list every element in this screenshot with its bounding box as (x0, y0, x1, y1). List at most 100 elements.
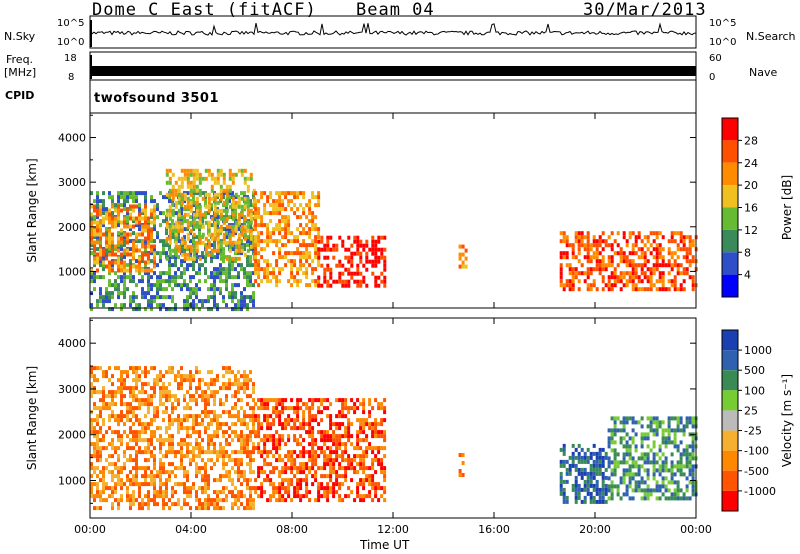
data-cell (153, 378, 156, 383)
data-cell (269, 422, 273, 427)
data-cell (189, 442, 192, 447)
data-cell (198, 450, 201, 455)
data-cell (210, 458, 213, 463)
data-cell (676, 416, 680, 421)
data-cell (362, 478, 366, 483)
data-cell (129, 418, 132, 423)
data-cell (135, 498, 138, 503)
data-cell (347, 430, 351, 435)
data-cell (281, 255, 285, 260)
data-cell (308, 243, 312, 248)
data-cell (685, 424, 689, 429)
data-cell (111, 232, 114, 237)
data-cell (201, 196, 205, 201)
data-cell (676, 448, 680, 453)
data-cell (159, 450, 162, 455)
data-cell (299, 482, 303, 487)
data-cell (237, 410, 240, 415)
data-cell (180, 374, 183, 379)
data-cell (296, 490, 300, 495)
data-cell (216, 454, 219, 459)
data-cell (120, 470, 123, 475)
data-cell (231, 291, 234, 296)
data-cell (652, 472, 656, 477)
data-cell (243, 438, 246, 443)
data-cell (234, 224, 238, 229)
data-cell (123, 248, 126, 253)
data-cell (120, 382, 123, 387)
data-cell (383, 406, 387, 411)
data-cell (299, 215, 303, 220)
data-cell (317, 482, 321, 487)
data-cell (168, 442, 171, 447)
data-cell (688, 480, 692, 485)
data-cell (153, 199, 156, 204)
data-cell (673, 259, 677, 264)
data-cell (299, 243, 303, 248)
data-cell (655, 263, 659, 268)
data-cell (147, 410, 150, 415)
data-cell (583, 455, 587, 460)
data-cell (216, 176, 220, 181)
data-cell (123, 268, 126, 273)
data-cell (371, 478, 375, 483)
data-cell (132, 394, 135, 399)
data-cell (371, 482, 375, 487)
data-cell (643, 468, 647, 473)
data-cell (254, 191, 258, 196)
data-cell (652, 468, 656, 473)
data-cell (272, 207, 276, 212)
data-cell (646, 247, 650, 252)
data-cell (344, 434, 348, 439)
data-cell (99, 239, 102, 244)
data-cell (180, 418, 183, 423)
data-cell (174, 279, 177, 284)
data-cell (592, 459, 596, 464)
data-cell (290, 462, 294, 467)
data-cell (120, 268, 123, 273)
data-cell (153, 466, 156, 471)
data-cell (198, 442, 201, 447)
data-cell (210, 248, 214, 253)
data-cell (293, 191, 297, 196)
data-cell (111, 248, 114, 253)
data-cell (293, 259, 297, 264)
data-cell (682, 464, 686, 469)
data-cell (213, 200, 217, 205)
data-cell (126, 386, 129, 391)
data-cell (691, 283, 695, 288)
data-cell (631, 436, 635, 441)
data-cell (207, 438, 210, 443)
data-cell (231, 295, 234, 300)
data-cell (374, 279, 378, 284)
data-cell (165, 307, 168, 312)
data-cell (673, 464, 677, 469)
data-cell (365, 446, 369, 451)
data-cell (565, 283, 569, 288)
data-cell (278, 418, 282, 423)
data-cell (183, 486, 186, 491)
data-cell (225, 200, 229, 205)
data-cell (260, 486, 264, 491)
data-cell (365, 466, 369, 471)
data-cell (138, 390, 141, 395)
data-cell (108, 486, 111, 491)
data-cell (165, 279, 168, 284)
data-cell (141, 430, 144, 435)
data-cell (159, 434, 162, 439)
data-cell (201, 219, 204, 224)
data-cell (96, 482, 99, 487)
data-cell (272, 438, 276, 443)
data-cell (562, 287, 566, 292)
data-cell (126, 374, 129, 379)
data-cell (377, 406, 381, 411)
data-cell (284, 422, 288, 427)
data-cell (634, 480, 638, 485)
cpid-label: CPID (5, 89, 35, 102)
data-cell (246, 394, 249, 399)
data-cell (162, 390, 165, 395)
data-cell (201, 438, 204, 443)
data-cell (679, 239, 683, 244)
data-cell (275, 263, 279, 268)
data-cell (189, 295, 192, 300)
